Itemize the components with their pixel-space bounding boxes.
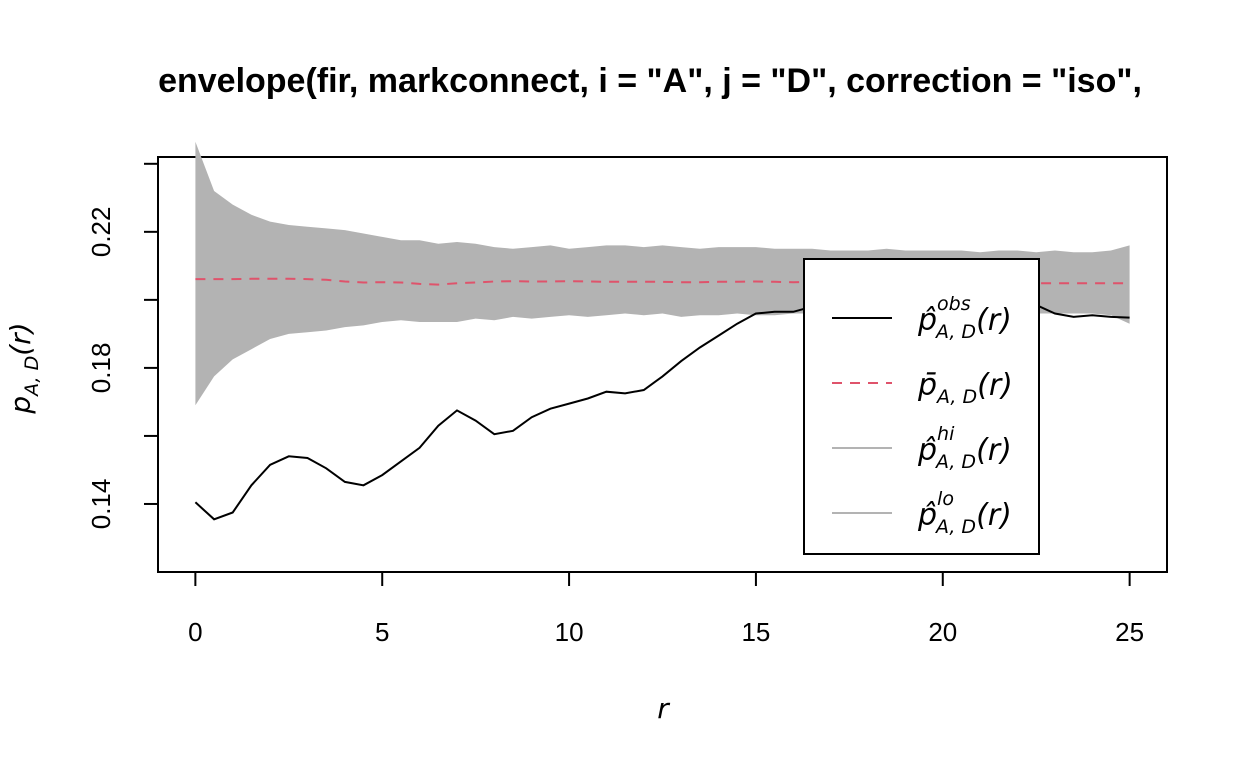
y-axis: 0.14 0.18 0.22	[86, 162, 159, 530]
y-tick-label: 0.18	[86, 343, 116, 394]
legend-label-theo: p̄A, D(r)	[917, 368, 1013, 408]
chart-title: envelope(fir, markconnect, i = "A", j = …	[158, 62, 1142, 100]
legend-item-theo: p̄A, D(r)	[832, 368, 1013, 408]
x-tick-label: 25	[1115, 617, 1144, 647]
x-tick-label: 20	[928, 617, 957, 647]
y-axis-label: pA, D(r)	[4, 322, 43, 414]
x-tick-label: 0	[188, 617, 202, 647]
legend-item-lo: p̂lo A, D(r)	[832, 488, 1012, 538]
legend-box	[803, 258, 1040, 555]
legend-label-lo: p̂lo A, D(r)	[917, 488, 1012, 538]
legend-label-obs: p̂obs A, D(r)	[917, 293, 1012, 343]
x-tick-label: 5	[375, 617, 389, 647]
legend-label-hi: p̂hi A, D(r)	[917, 423, 1012, 473]
x-tick-label: 15	[741, 617, 770, 647]
x-axis: 0 5 10 15 20 25	[188, 571, 1144, 647]
legend: p̂obs A, D(r) p̄A, D(r) p̂hi A, D(r) p̂lo A, D…	[803, 258, 1040, 555]
y-tick-label: 0.22	[86, 207, 116, 258]
x-tick-label: 10	[555, 617, 584, 647]
x-axis-label: r	[657, 692, 670, 725]
y-axis-label-sub: A, D	[21, 356, 43, 398]
svg-text:pA, D(r): pA, D(r)	[4, 322, 43, 414]
y-axis-label-arg: (r)	[4, 322, 37, 355]
envelope-band	[195, 141, 1130, 406]
y-tick-label: 0.14	[86, 479, 116, 530]
legend-item-hi: p̂hi A, D(r)	[832, 423, 1012, 473]
y-axis-label-main: p	[4, 396, 37, 415]
legend-item-obs: p̂obs A, D(r)	[832, 293, 1012, 343]
